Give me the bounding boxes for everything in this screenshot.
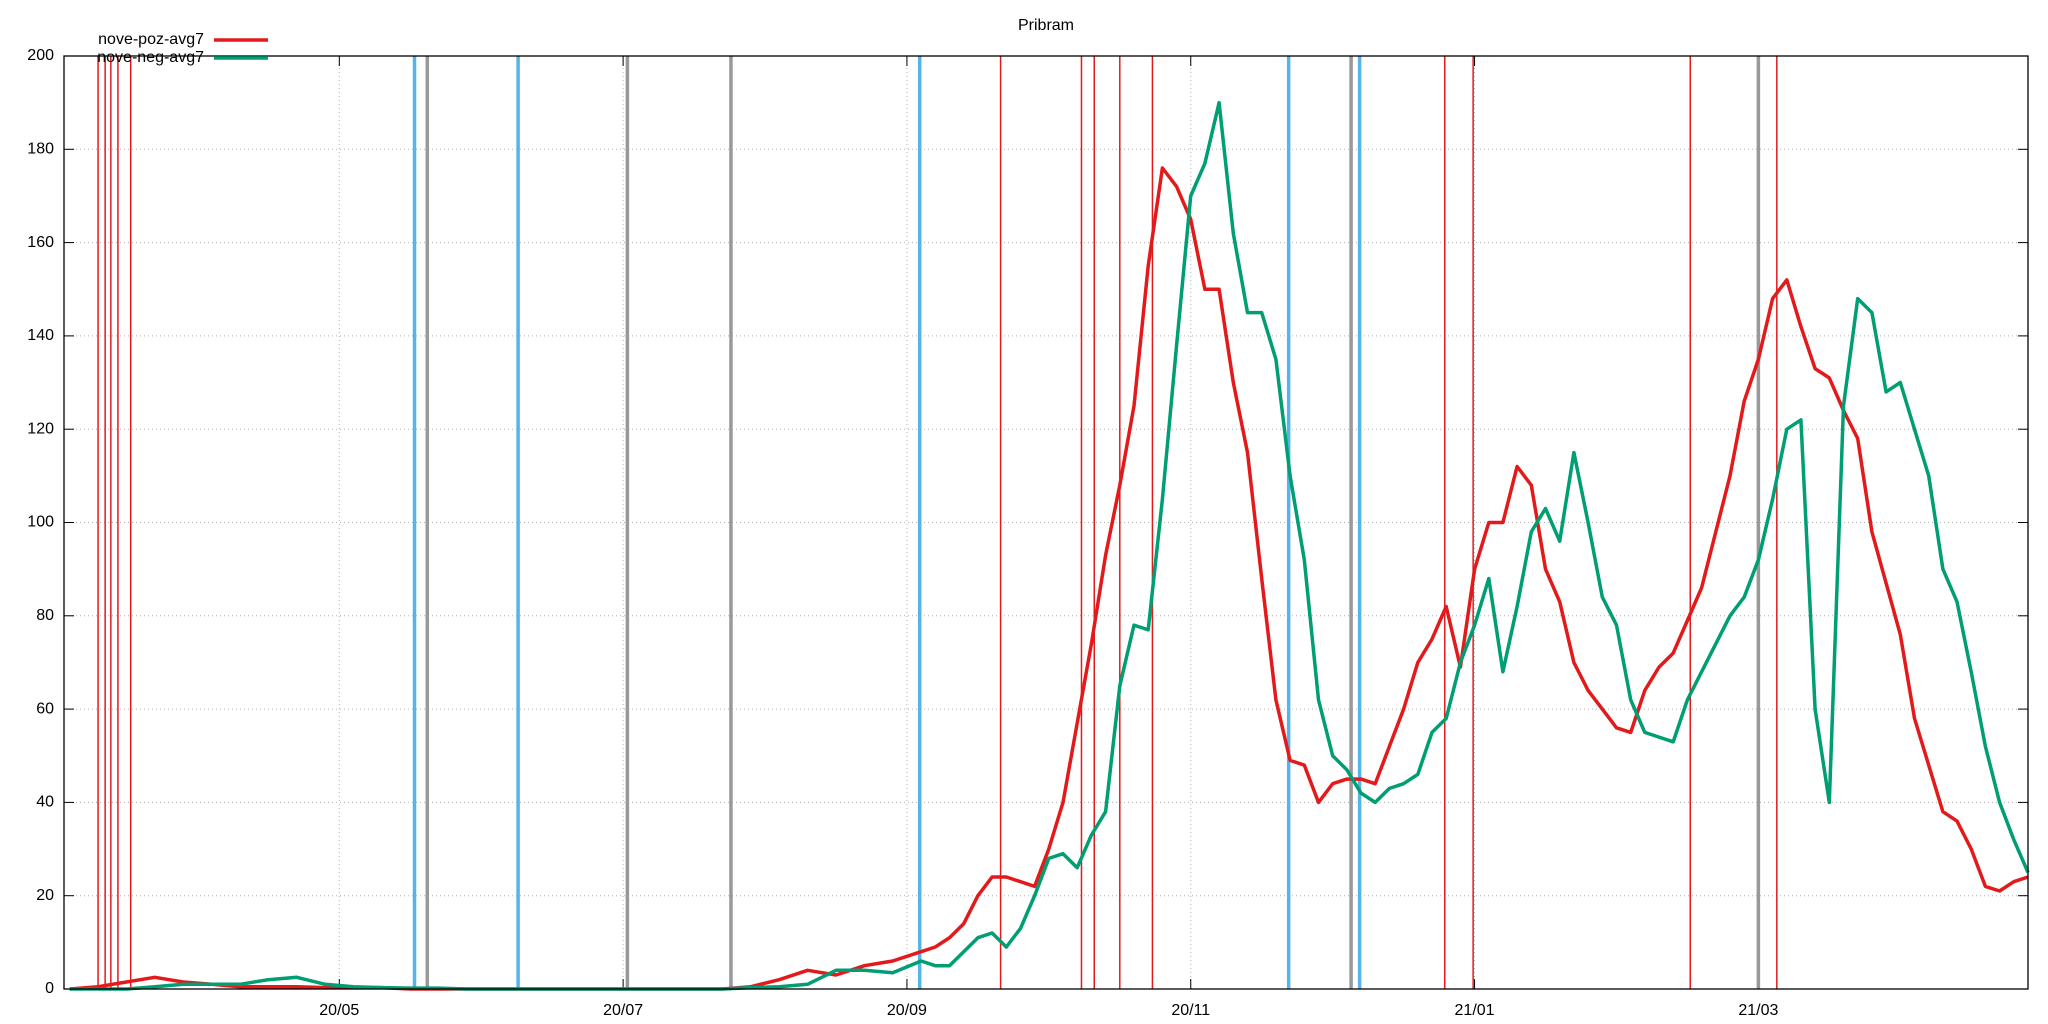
y-tick-label: 40 (36, 794, 54, 811)
x-tick-label: 21/03 (1738, 1002, 1778, 1019)
legend-label: nove-neg-avg7 (97, 49, 204, 66)
y-tick-label: 80 (36, 607, 54, 624)
x-tick-label: 20/07 (603, 1002, 643, 1019)
x-tick-label: 21/01 (1455, 1002, 1495, 1019)
plot-border (63, 55, 2029, 990)
y-tick-label: 160 (27, 234, 54, 251)
y-tick-label: 200 (27, 47, 54, 64)
y-tick-label: 20 (36, 887, 54, 904)
y-tick-label: 180 (27, 141, 54, 158)
x-tick-label: 20/05 (319, 1002, 359, 1019)
y-tick-label: 120 (27, 420, 54, 437)
y-tick-label: 140 (27, 327, 54, 344)
x-tick-label: 20/11 (1171, 1002, 1210, 1019)
x-tick-label: 20/09 (887, 1002, 927, 1019)
y-tick-label: 60 (36, 700, 54, 717)
y-tick-label: 100 (27, 514, 54, 531)
legend-label: nove-poz-avg7 (98, 31, 204, 48)
y-tick-label: 0 (45, 980, 54, 997)
chart-title: Pribram (1018, 17, 1074, 34)
